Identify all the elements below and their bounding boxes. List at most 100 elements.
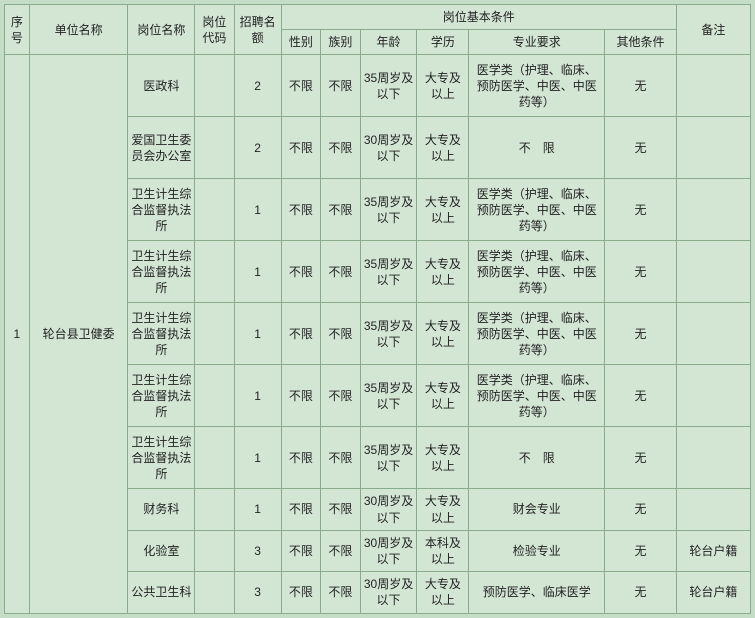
header-row-1: 序号 单位名称 岗位名称 岗位代码 招聘名额 岗位基本条件 备注	[5, 5, 751, 30]
table-body: 1轮台县卫健委医政科2不限不限35周岁及以下大专及以上医学类（护理、临床、预防医…	[5, 55, 751, 613]
cell-other: 无	[605, 241, 677, 303]
cell-code	[195, 572, 235, 613]
cell-other: 无	[605, 365, 677, 427]
cell-edu: 大专及以上	[417, 303, 469, 365]
cell-remark	[676, 55, 750, 117]
col-other: 其他条件	[605, 30, 677, 55]
cell-other: 无	[605, 55, 677, 117]
cell-edu: 大专及以上	[417, 427, 469, 489]
cell-sex: 不限	[281, 365, 321, 427]
cell-pos: 卫生计生综合监督执法所	[128, 427, 195, 489]
cell-eth: 不限	[321, 427, 361, 489]
cell-quota: 3	[234, 572, 281, 613]
cell-age: 35周岁及以下	[360, 55, 417, 117]
cell-quota: 1	[234, 303, 281, 365]
cell-edu: 大专及以上	[417, 489, 469, 530]
cell-eth: 不限	[321, 365, 361, 427]
cell-edu: 本科及以上	[417, 530, 469, 571]
cell-eth: 不限	[321, 179, 361, 241]
cell-major: 不 限	[469, 117, 605, 179]
col-remark: 备注	[676, 5, 750, 55]
cell-eth: 不限	[321, 241, 361, 303]
cell-eth: 不限	[321, 530, 361, 571]
recruitment-table: 序号 单位名称 岗位名称 岗位代码 招聘名额 岗位基本条件 备注 性别 族别 年…	[4, 4, 751, 614]
col-edu: 学历	[417, 30, 469, 55]
col-quota: 招聘名额	[234, 5, 281, 55]
cell-age: 35周岁及以下	[360, 365, 417, 427]
cell-other: 无	[605, 572, 677, 613]
cell-remark	[676, 365, 750, 427]
cell-pos: 医政科	[128, 55, 195, 117]
cell-pos: 卫生计生综合监督执法所	[128, 303, 195, 365]
cell-other: 无	[605, 117, 677, 179]
cell-code	[195, 365, 235, 427]
cell-quota: 1	[234, 365, 281, 427]
cell-remark	[676, 489, 750, 530]
cell-major: 医学类（护理、临床、预防医学、中医、中医药等）	[469, 179, 605, 241]
cell-major: 医学类（护理、临床、预防医学、中医、中医药等）	[469, 303, 605, 365]
cell-eth: 不限	[321, 117, 361, 179]
cell-code	[195, 427, 235, 489]
cell-sex: 不限	[281, 179, 321, 241]
cell-edu: 大专及以上	[417, 55, 469, 117]
cell-quota: 2	[234, 55, 281, 117]
col-seq: 序号	[5, 5, 30, 55]
col-sex: 性别	[281, 30, 321, 55]
cell-edu: 大专及以上	[417, 241, 469, 303]
cell-code	[195, 489, 235, 530]
cell-remark: 轮台户籍	[676, 572, 750, 613]
cell-eth: 不限	[321, 55, 361, 117]
cell-seq: 1	[5, 55, 30, 613]
cell-unit: 轮台县卫健委	[29, 55, 128, 613]
cell-pos: 卫生计生综合监督执法所	[128, 179, 195, 241]
col-pos: 岗位名称	[128, 5, 195, 55]
cell-age: 35周岁及以下	[360, 427, 417, 489]
cell-edu: 大专及以上	[417, 572, 469, 613]
cell-major: 不 限	[469, 427, 605, 489]
cell-sex: 不限	[281, 55, 321, 117]
cell-sex: 不限	[281, 572, 321, 613]
cell-quota: 1	[234, 427, 281, 489]
cell-major: 医学类（护理、临床、预防医学、中医、中医药等）	[469, 55, 605, 117]
cell-sex: 不限	[281, 427, 321, 489]
cell-age: 30周岁及以下	[360, 572, 417, 613]
cell-sex: 不限	[281, 303, 321, 365]
cell-sex: 不限	[281, 117, 321, 179]
col-unit: 单位名称	[29, 5, 128, 55]
col-cond-group: 岗位基本条件	[281, 5, 676, 30]
cell-major: 检验专业	[469, 530, 605, 571]
cell-age: 30周岁及以下	[360, 489, 417, 530]
cell-other: 无	[605, 303, 677, 365]
cell-quota: 1	[234, 179, 281, 241]
cell-edu: 大专及以上	[417, 179, 469, 241]
col-major: 专业要求	[469, 30, 605, 55]
cell-quota: 2	[234, 117, 281, 179]
cell-remark	[676, 241, 750, 303]
cell-quota: 1	[234, 241, 281, 303]
cell-major: 医学类（护理、临床、预防医学、中医、中医药等）	[469, 241, 605, 303]
col-age: 年龄	[360, 30, 417, 55]
cell-pos: 卫生计生综合监督执法所	[128, 365, 195, 427]
cell-other: 无	[605, 530, 677, 571]
cell-sex: 不限	[281, 241, 321, 303]
cell-other: 无	[605, 427, 677, 489]
cell-major: 预防医学、临床医学	[469, 572, 605, 613]
cell-pos: 公共卫生科	[128, 572, 195, 613]
cell-eth: 不限	[321, 303, 361, 365]
col-ethnic: 族别	[321, 30, 361, 55]
cell-eth: 不限	[321, 489, 361, 530]
cell-pos: 卫生计生综合监督执法所	[128, 241, 195, 303]
cell-remark	[676, 117, 750, 179]
cell-pos: 财务科	[128, 489, 195, 530]
cell-other: 无	[605, 179, 677, 241]
cell-remark	[676, 427, 750, 489]
cell-quota: 3	[234, 530, 281, 571]
table-row: 1轮台县卫健委医政科2不限不限35周岁及以下大专及以上医学类（护理、临床、预防医…	[5, 55, 751, 117]
cell-code	[195, 179, 235, 241]
cell-pos: 化验室	[128, 530, 195, 571]
cell-major: 医学类（护理、临床、预防医学、中医、中医药等）	[469, 365, 605, 427]
cell-pos: 爱国卫生委员会办公室	[128, 117, 195, 179]
cell-sex: 不限	[281, 489, 321, 530]
cell-remark: 轮台户籍	[676, 530, 750, 571]
cell-age: 30周岁及以下	[360, 530, 417, 571]
